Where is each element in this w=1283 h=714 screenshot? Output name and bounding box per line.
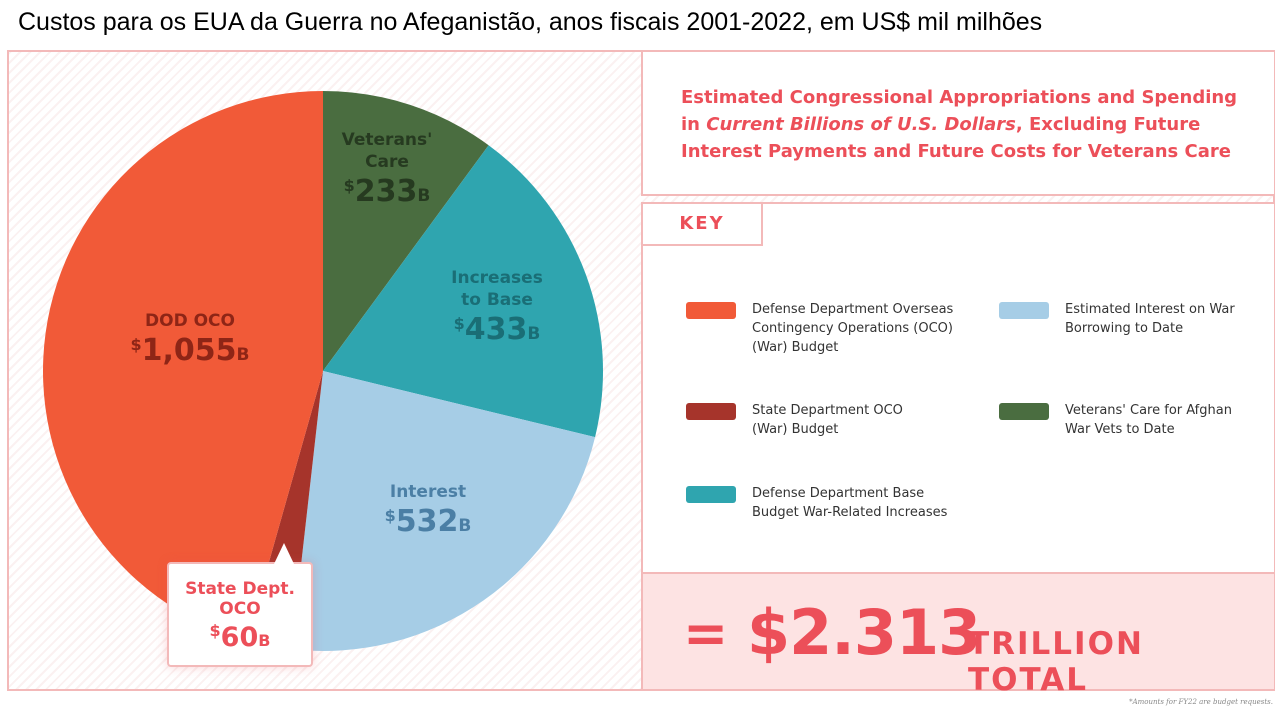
total-equals: = <box>683 602 729 665</box>
slice-label: Interest <box>390 482 466 502</box>
legend-item-veterans: Veterans' Care for Afghan War Vets to Da… <box>999 401 1259 439</box>
callout-pointer <box>274 543 294 564</box>
legend-label: Defense Department Overseas Contingency … <box>752 302 954 355</box>
pie-slice-dod-oco <box>42 91 323 641</box>
subtitle-rest: , Excluding Future Interest Payments and… <box>681 114 1231 162</box>
slice-label: DOD OCO <box>145 311 235 331</box>
footnote: *Amounts for FY22 are budget requests. <box>1129 698 1273 706</box>
legend-item-base-increases: Defense Department Base Budget War-Relat… <box>686 484 976 522</box>
legend-swatch <box>999 403 1049 420</box>
slice-label: Care <box>365 152 409 172</box>
legend-item-dod-oco: Defense Department Overseas Contingency … <box>686 300 976 357</box>
subtitle-box: Estimated Congressional Appropriations a… <box>641 52 1274 196</box>
slice-label: Veterans' <box>342 130 433 150</box>
callout-number: 60 <box>220 622 259 653</box>
slice-value: $233B <box>344 174 431 209</box>
legend-label: Estimated Interest on War Borrowing to D… <box>1065 302 1235 336</box>
state-dept-callout: State Dept. OCO $60B <box>167 543 313 667</box>
legend-item-interest: Estimated Interest on War Borrowing to D… <box>999 300 1259 338</box>
legend-swatch <box>686 403 736 420</box>
subtitle-line1: Estimated Congressional Appropriations a… <box>681 87 1238 135</box>
slice-value: $433B <box>454 312 541 347</box>
legend-label: Veterans' Care for Afghan War Vets to Da… <box>1065 403 1232 437</box>
slice-value: $532B <box>385 504 472 539</box>
legend-label: Defense Department Base Budget War-Relat… <box>752 486 948 520</box>
key-label: KEY <box>643 204 763 246</box>
total-value: $2.313 <box>747 596 981 669</box>
legend-swatch <box>999 302 1049 319</box>
callout-label: State Dept. OCO <box>185 579 295 619</box>
pie-slice-interest <box>291 371 596 651</box>
legend-box: KEY Defense Department Overseas Continge… <box>641 202 1274 574</box>
total-unit: TRILLION TOTAL <box>968 626 1144 698</box>
slice-label: Increases <box>451 268 543 288</box>
subtitle-italic: Current Billions of U.S. Dollars <box>706 114 1016 135</box>
callout-unit: B <box>258 631 271 650</box>
pie-slice-veterans-care <box>323 91 489 371</box>
total-box: = $2.313 TRILLION TOTAL <box>641 574 1274 698</box>
callout-value: $60B <box>209 621 271 653</box>
slice-label: to Base <box>461 290 533 310</box>
legend-label: State Department OCO (War) Budget <box>752 403 903 437</box>
legend-swatch <box>686 486 736 503</box>
pie-slice-increases-to-base <box>323 145 603 438</box>
subtitle: Estimated Congressional Appropriations a… <box>681 84 1241 165</box>
page-title: Custos para os EUA da Guerra no Afeganis… <box>18 8 1043 36</box>
legend-swatch <box>686 302 736 319</box>
slice-value: $1,055B <box>130 333 249 368</box>
right-panel: Estimated Congressional Appropriations a… <box>641 52 1274 698</box>
legend-item-state-oco: State Department OCO (War) Budget <box>686 401 976 439</box>
